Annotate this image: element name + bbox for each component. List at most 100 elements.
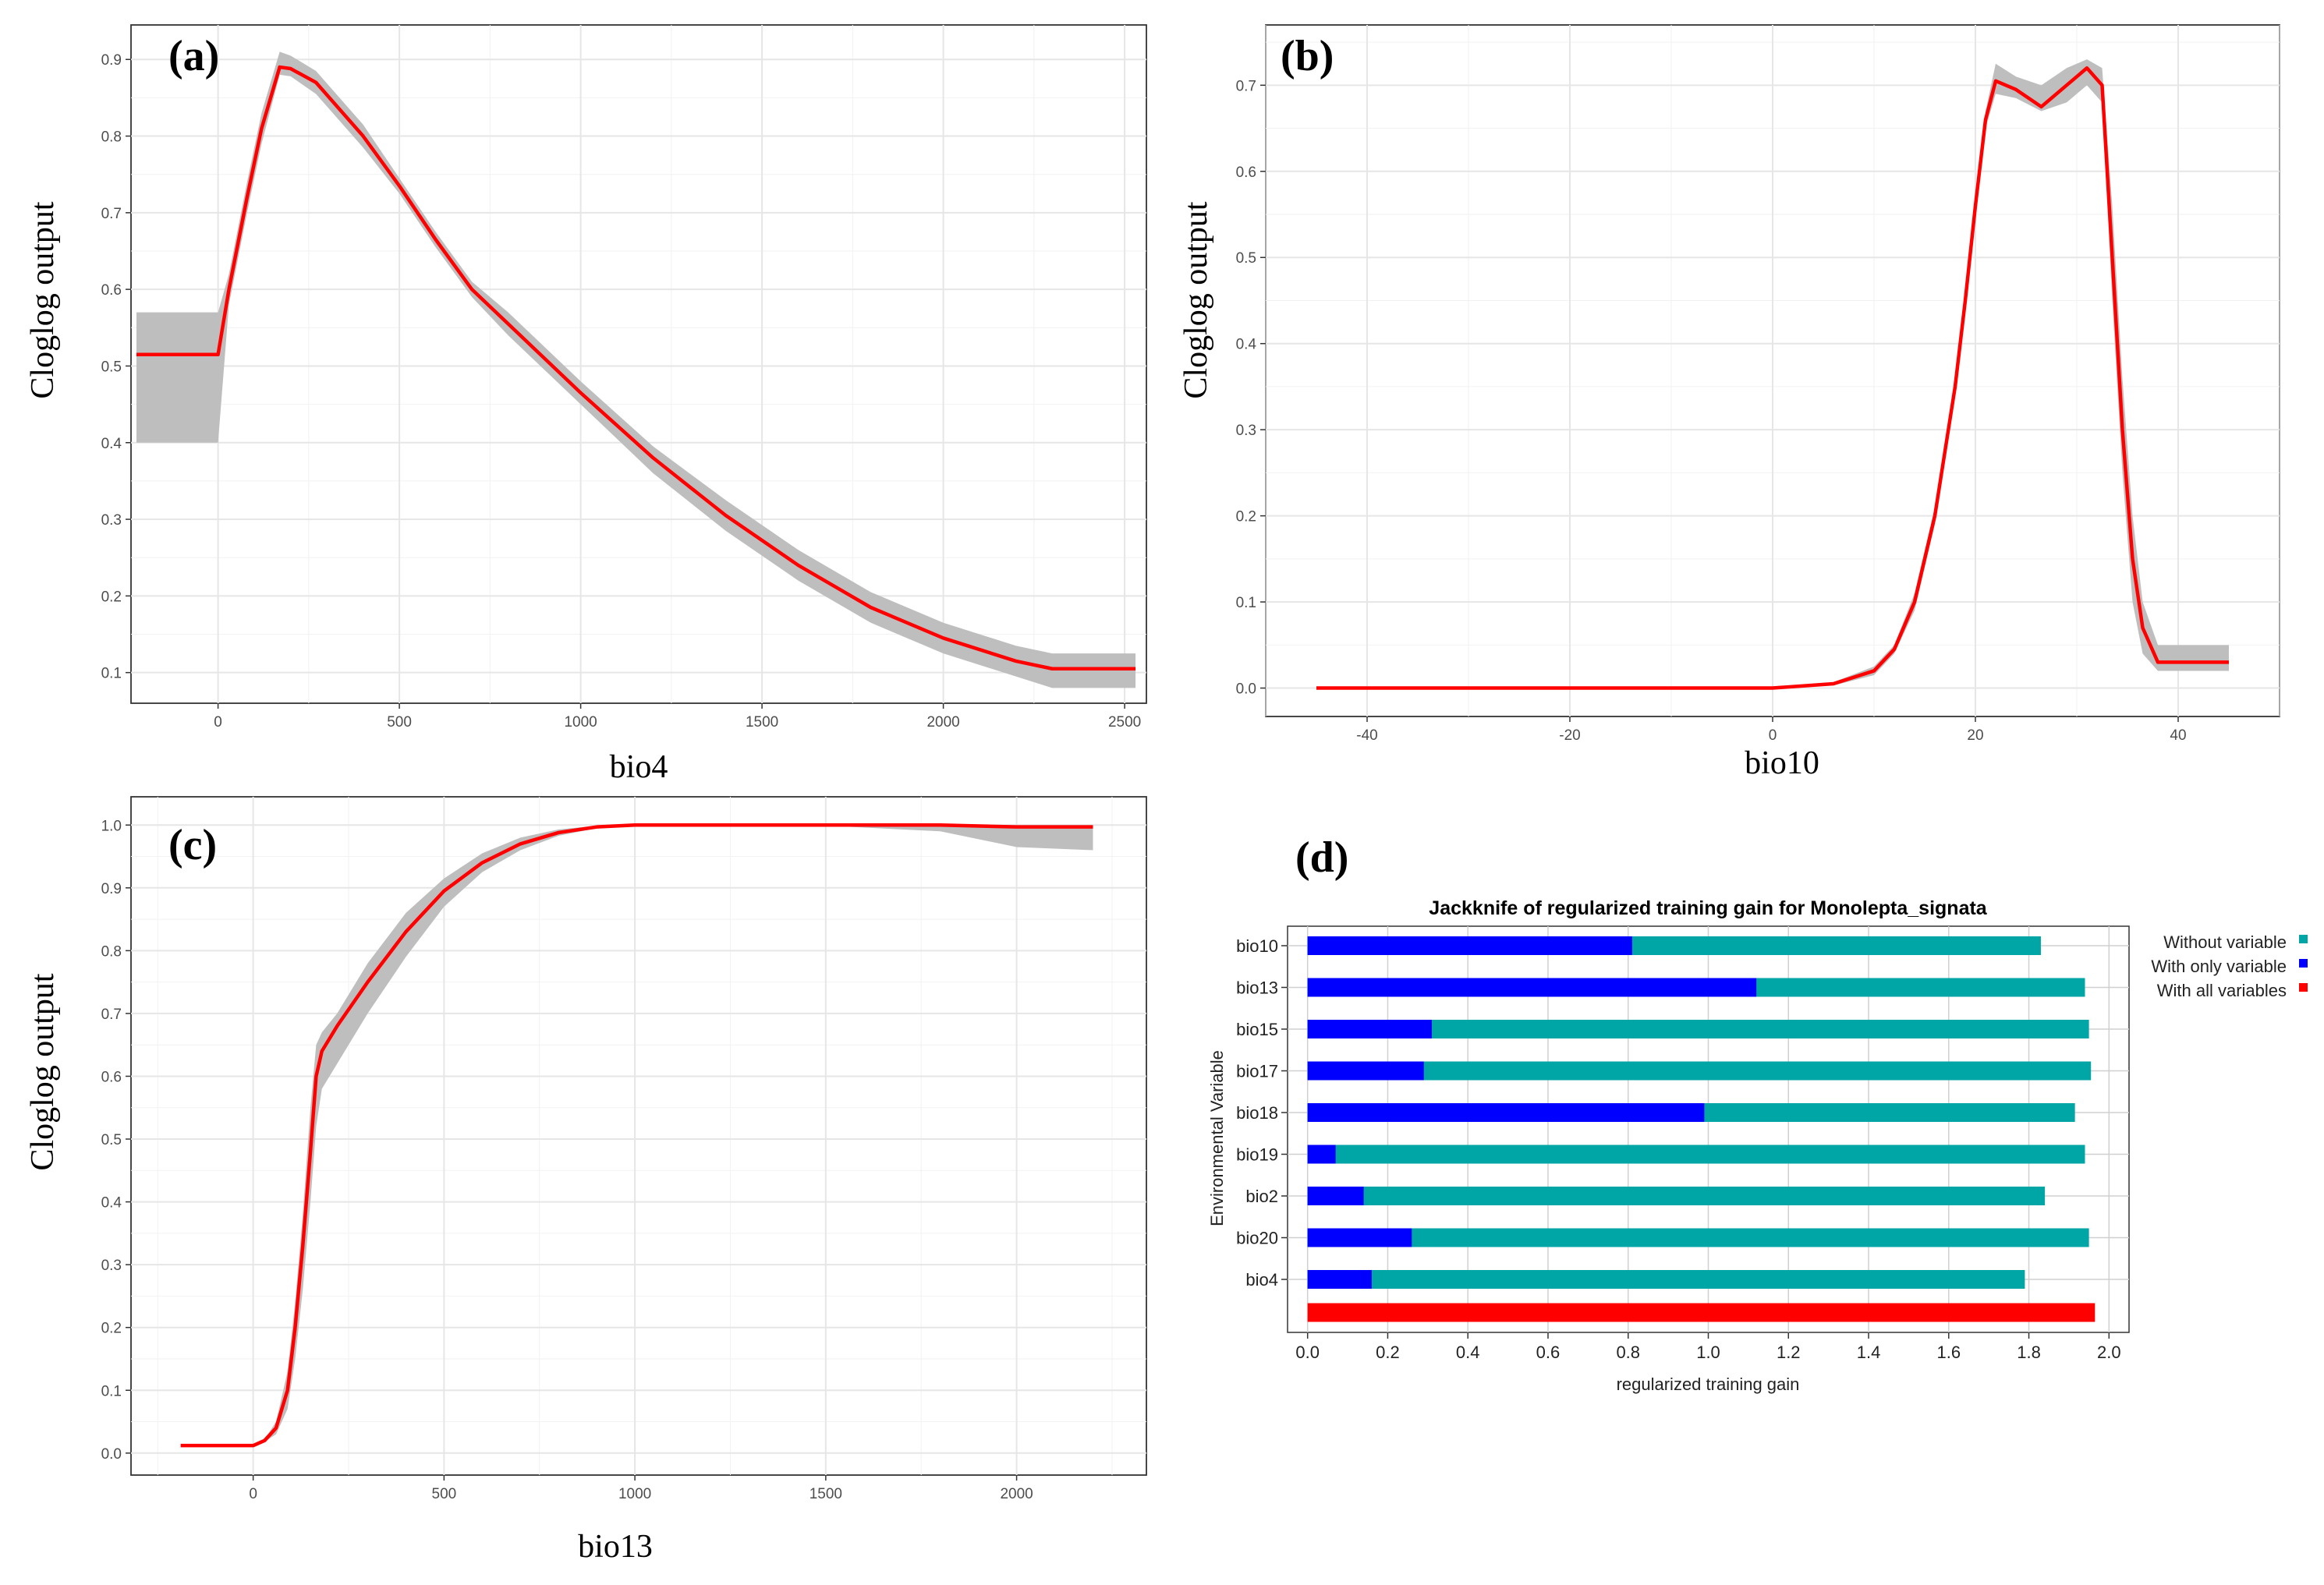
- jk-x-tick-label: 0.6: [1536, 1343, 1561, 1362]
- jk-x-tick-label: 0.8: [1616, 1343, 1640, 1362]
- y-tick-label: 0.2: [101, 589, 122, 605]
- panel-d-x-axis-title: regularized training gain: [1617, 1374, 1800, 1394]
- response-curve-line: [136, 65, 1136, 671]
- y-tick-label: 0.4: [101, 1195, 122, 1212]
- x-tick-label: 0: [214, 714, 222, 731]
- bar-with-only-variable: [1307, 936, 1632, 955]
- panel-c-x-axis-title: bio13: [578, 1529, 653, 1565]
- x-tick-label: 2500: [1108, 714, 1141, 731]
- y-tick-label: 0.9: [101, 881, 122, 897]
- x-tick-label: 1500: [810, 1486, 842, 1502]
- panel-d-chart-title: Jackknife of regularized training gain f…: [1429, 897, 1988, 919]
- bar-with-only-variable: [1307, 1020, 1432, 1038]
- y-tick-label: 0.3: [101, 512, 122, 529]
- y-tick-label: 0.3: [101, 1258, 122, 1274]
- x-tick-label: -20: [1559, 727, 1580, 744]
- y-tick-label: 0.2: [1236, 509, 1256, 525]
- y-tick-label: 0.5: [101, 359, 122, 375]
- x-tick-label: 2000: [1000, 1486, 1033, 1502]
- y-tick-label: 0.1: [101, 666, 122, 682]
- y-tick-label: 0.1: [101, 1383, 122, 1399]
- jk-x-tick-label: 1.4: [1857, 1343, 1881, 1362]
- y-tick-label: 0.7: [101, 206, 122, 222]
- panel-a-plot-area: [130, 24, 1147, 704]
- y-tick-label: 0.4: [1236, 337, 1257, 353]
- jk-x-tick-label: 1.8: [2017, 1343, 2041, 1362]
- panel-d-label: (d): [1295, 833, 1348, 882]
- jk-category-label: bio13: [1236, 978, 1278, 998]
- bar-with-only-variable: [1307, 1270, 1372, 1289]
- panel-d-legend: Without variable With only variable With…: [2151, 932, 2308, 1000]
- panel-b-x-axis-title: bio10: [1745, 745, 1819, 781]
- y-tick-label: 0.3: [1236, 423, 1256, 439]
- x-tick-label: 0: [1769, 727, 1777, 744]
- y-tick-label: 0.6: [1236, 165, 1256, 181]
- panel-a-y-axis-title: Cloglog output: [25, 201, 61, 399]
- x-tick-label: 40: [2170, 727, 2186, 744]
- legend-item-with-only-variable: With only variable: [2151, 957, 2308, 976]
- jk-category-label: bio10: [1236, 936, 1278, 956]
- y-tick-label: 0.2: [101, 1321, 122, 1337]
- jk-x-tick-label: 0.2: [1376, 1343, 1400, 1362]
- y-tick-label: 0.7: [101, 1007, 122, 1023]
- response-curve-line: [1316, 65, 2229, 690]
- jk-category-label: bio18: [1236, 1103, 1278, 1123]
- bar-with-only-variable: [1307, 1187, 1364, 1205]
- panel-d-chart: (d) Jackknife of regularized training ga…: [1207, 833, 2308, 1394]
- y-tick-label: 0.1: [1236, 595, 1256, 611]
- jk-category-label: bio19: [1236, 1145, 1278, 1165]
- jk-x-tick-label: 0.0: [1295, 1343, 1320, 1362]
- panel-c-plot-area: [130, 796, 1147, 1476]
- panel-b-y-axis-title: Cloglog output: [1178, 201, 1214, 399]
- legend-label-with-only-variable: With only variable: [2151, 957, 2287, 976]
- y-tick-label: 0.6: [101, 282, 122, 299]
- bar-with-all-variables: [1307, 1303, 2095, 1322]
- jk-category-label: bio15: [1236, 1020, 1278, 1039]
- x-tick-label: 1000: [564, 714, 597, 731]
- y-tick-label: 0.5: [1236, 250, 1256, 267]
- x-tick-label: 1000: [618, 1486, 651, 1502]
- x-tick-label: -40: [1356, 727, 1377, 744]
- legend-label-without-variable: Without variable: [2163, 932, 2287, 952]
- y-tick-label: 0.0: [101, 1446, 122, 1463]
- y-tick-label: 1.0: [101, 818, 122, 834]
- y-tick-label: 0.8: [101, 129, 122, 146]
- bar-without-variable: [1307, 1020, 2089, 1038]
- bar-without-variable: [1307, 1228, 2089, 1247]
- y-tick-label: 0.8: [101, 943, 122, 960]
- bar-without-variable: [1307, 1187, 2046, 1205]
- response-curve-line: [180, 823, 1093, 1448]
- jk-x-tick-label: 1.6: [1936, 1343, 1961, 1362]
- jk-category-label: bio4: [1245, 1270, 1278, 1290]
- jk-x-tick-label: 1.0: [1696, 1343, 1720, 1362]
- bar-with-only-variable: [1307, 1145, 1336, 1164]
- y-tick-label: 0.9: [101, 52, 122, 69]
- bar-without-variable: [1307, 1061, 2092, 1081]
- legend-swatch-without-variable: [2299, 935, 2308, 943]
- jk-x-tick-label: 0.4: [1456, 1343, 1480, 1362]
- jk-category-label: bio2: [1245, 1187, 1278, 1206]
- panel-c-y-axis-title: Cloglog output: [25, 973, 61, 1171]
- jk-category-label: bio17: [1236, 1062, 1278, 1081]
- x-tick-label: 500: [432, 1486, 457, 1502]
- legend-swatch-with-all-variables: [2299, 983, 2308, 992]
- legend-label-with-all-variables: With all variables: [2157, 981, 2287, 1000]
- confidence-band: [1316, 59, 2229, 688]
- legend-swatch-with-only-variable: [2299, 959, 2308, 968]
- x-tick-label: 20: [1967, 727, 1983, 744]
- x-tick-label: 0: [249, 1486, 257, 1502]
- bar-with-only-variable: [1307, 1103, 1705, 1122]
- y-tick-label: 0.0: [1236, 681, 1256, 698]
- bar-without-variable: [1307, 1145, 2085, 1164]
- bar-without-variable: [1307, 1270, 2025, 1289]
- jk-category-label: bio20: [1236, 1229, 1278, 1248]
- panel-c-label: (c): [168, 821, 217, 869]
- legend-item-without-variable: Without variable: [2163, 932, 2308, 952]
- y-tick-label: 0.7: [1236, 78, 1256, 94]
- panel-a-chart: 0 500 1000 1500 2000 2500 0.1 0.2 0.3 0.4 0.5 0.6 0…: [25, 24, 1147, 785]
- legend-item-with-all-variables: With all variables: [2157, 981, 2308, 1000]
- x-tick-label: 2000: [926, 714, 959, 731]
- jk-x-tick-label: 1.2: [1777, 1343, 1801, 1362]
- bar-with-only-variable: [1307, 1061, 1424, 1081]
